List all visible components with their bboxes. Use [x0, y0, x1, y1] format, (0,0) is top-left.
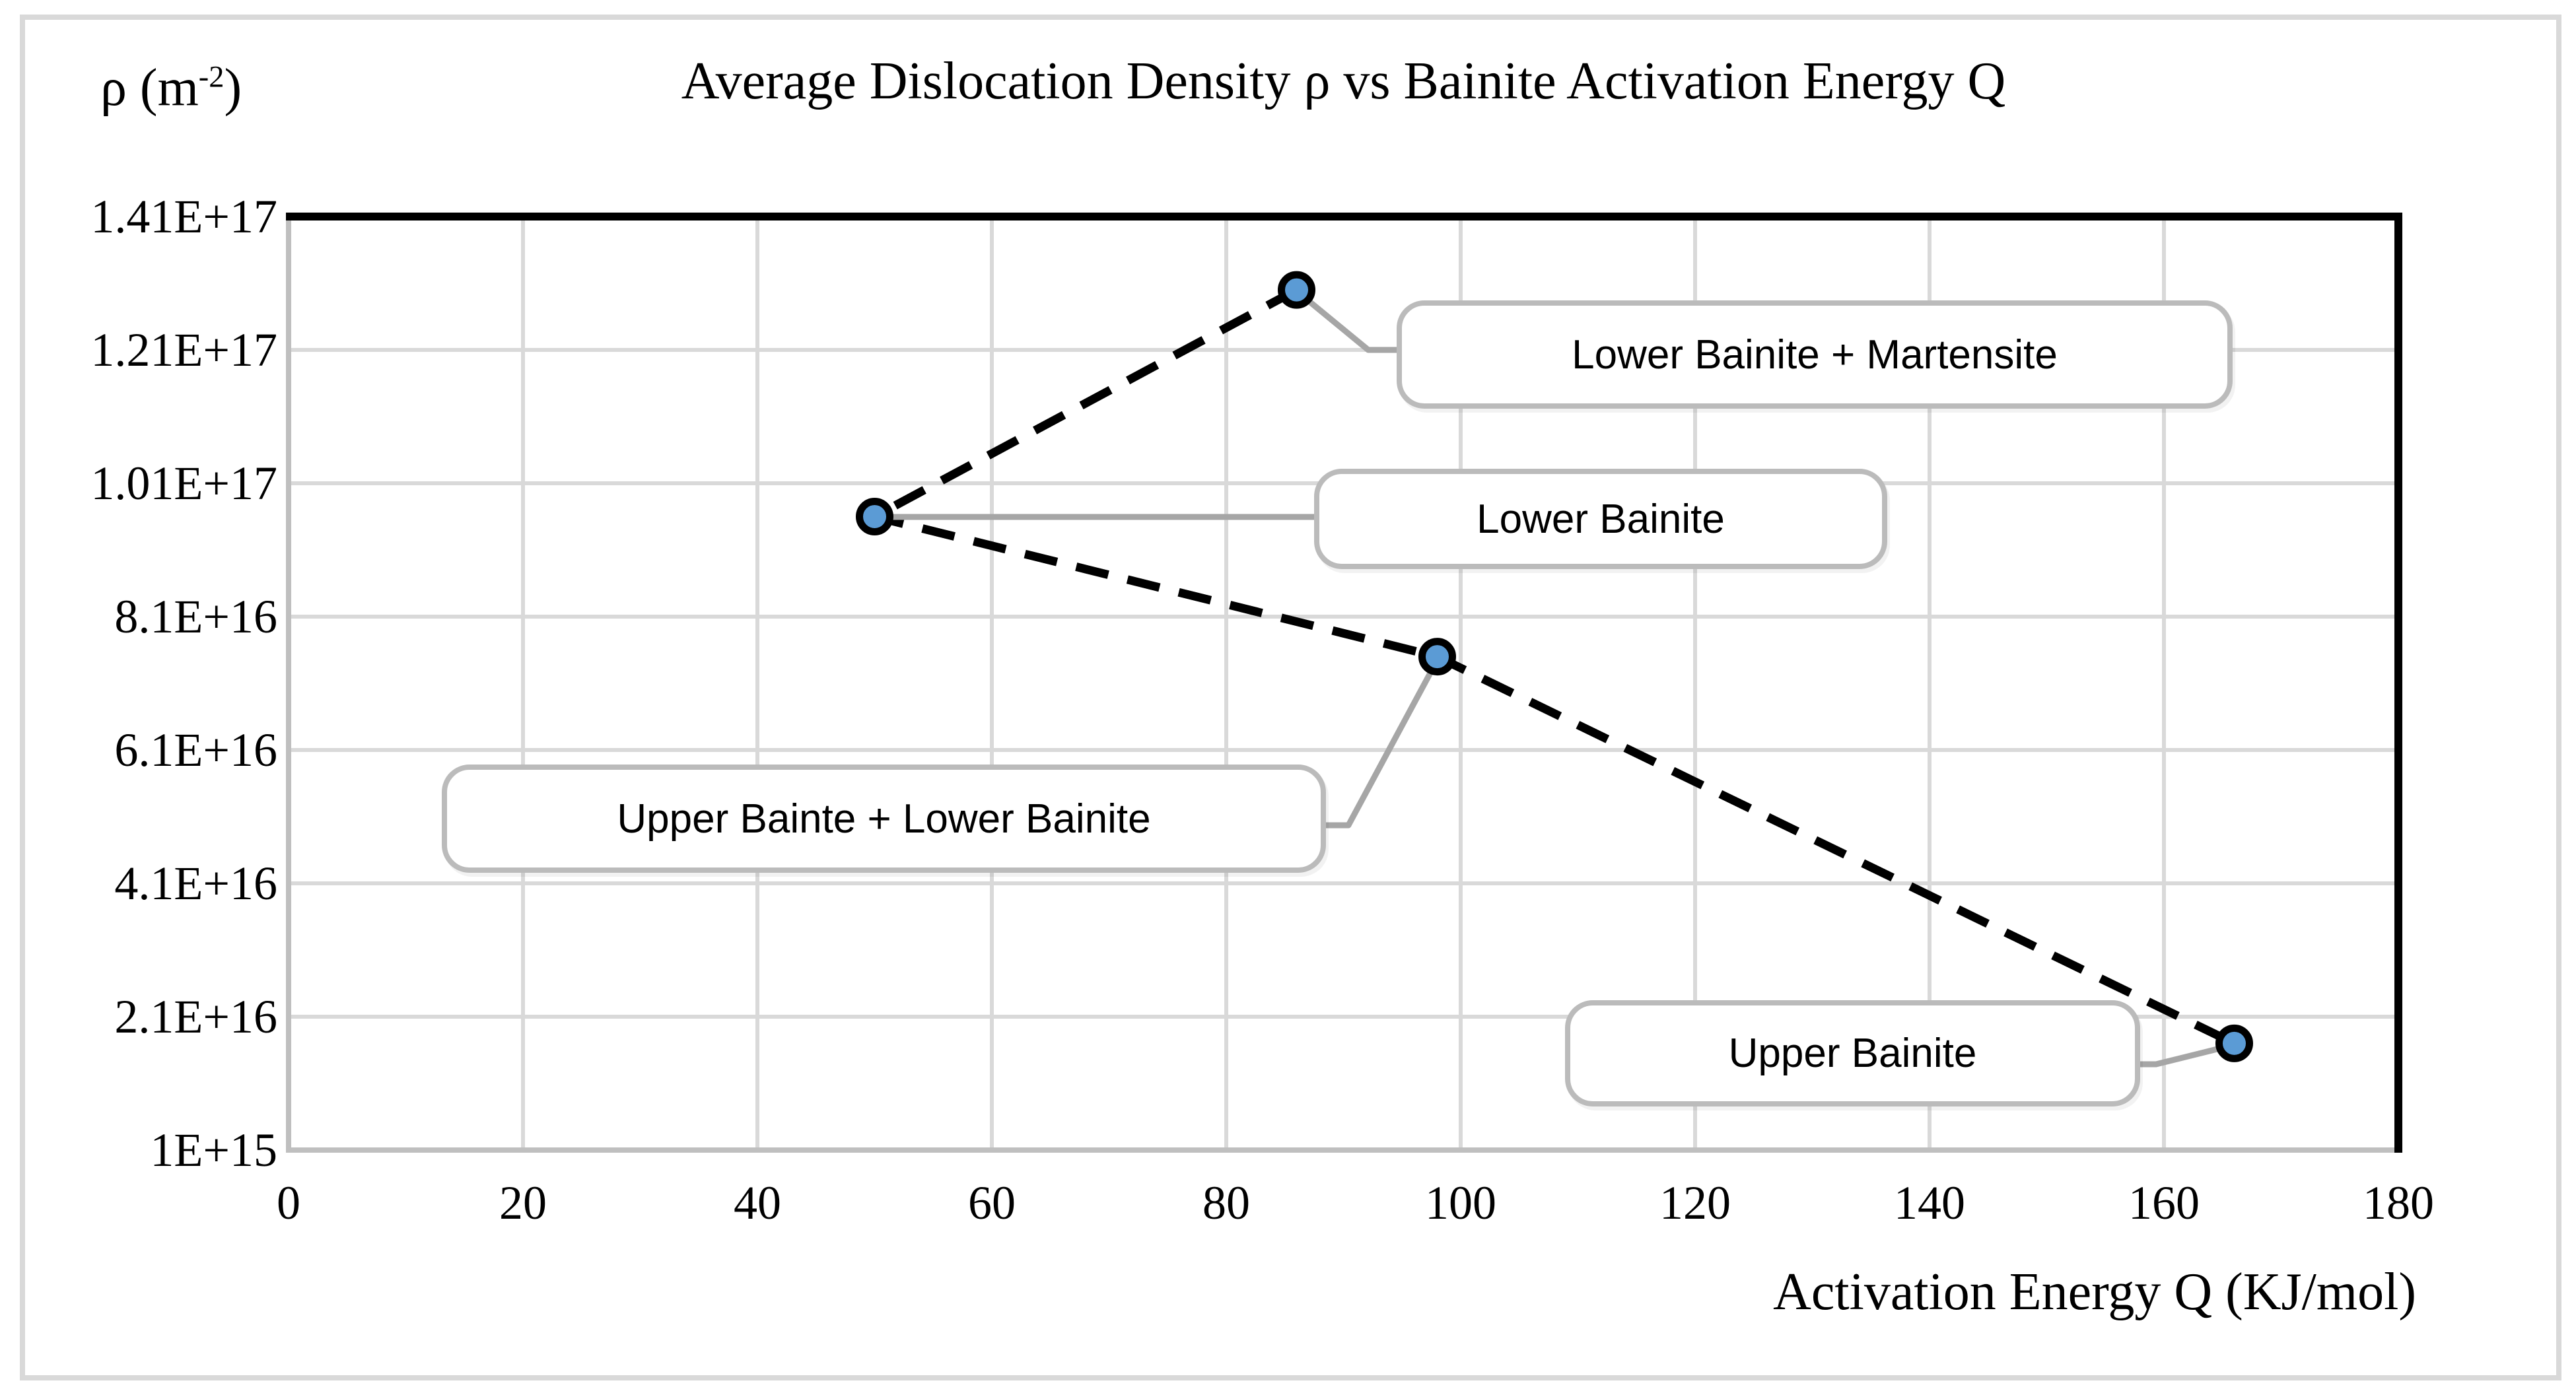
callout-label: Upper Bainte + Lower Bainite	[617, 796, 1151, 842]
x-tick-label: 80	[1202, 1176, 1250, 1229]
x-tick-label: 180	[2363, 1176, 2434, 1229]
x-axis-title: Activation Energy Q (KJ/mol)	[1773, 1263, 2416, 1321]
x-tick-label: 140	[1894, 1176, 1965, 1229]
callout-upper-bainte-lower-bainite: Upper Bainte + Lower Bainite	[442, 765, 1326, 873]
x-tick-label: 60	[968, 1176, 1016, 1229]
callout-label: Upper Bainite	[1728, 1031, 1977, 1076]
data-point-upper-bainte-lower-bainite	[1418, 638, 1456, 676]
y-tick-label: 8.1E+16	[114, 590, 277, 643]
y-tick-label: 1.41E+17	[90, 190, 277, 243]
y-axis-title-superscript: -2	[198, 60, 225, 94]
callout-leader-line	[1315, 656, 1441, 829]
callout-label: Lower Bainite + Martensite	[1572, 331, 2058, 378]
chart-title: Average Dislocation Density ρ vs Bainite…	[681, 52, 2006, 110]
series-line	[870, 286, 2237, 1048]
callout-leader-line	[1296, 289, 1397, 353]
y-tick-label: 1.21E+17	[90, 323, 277, 376]
callout-upper-bainite: Upper Bainite	[1565, 1000, 2140, 1106]
y-axis-title-text: ρ (m	[100, 59, 199, 117]
callout-lower-bainite-martensite: Lower Bainite + Martensite	[1397, 300, 2233, 409]
data-point-lower-bainite	[856, 498, 893, 535]
x-tick-label: 160	[2128, 1176, 2200, 1229]
y-tick-label: 2.1E+16	[114, 990, 277, 1043]
y-tick-label: 4.1E+16	[114, 857, 277, 910]
x-tick-label: 120	[1659, 1176, 1731, 1229]
x-tick-label: 0	[277, 1176, 300, 1229]
callout-label: Lower Bainite	[1477, 496, 1725, 542]
y-tick-label: 1E+15	[150, 1124, 277, 1176]
y-axis-title-close: )	[224, 59, 242, 117]
callout-lower-bainite: Lower Bainite	[1314, 469, 1887, 569]
x-tick-label: 20	[499, 1176, 547, 1229]
x-tick-label: 100	[1425, 1176, 1496, 1229]
y-tick-label: 1.01E+17	[90, 457, 277, 510]
data-point-lower-bainite-martensite	[1278, 271, 1315, 309]
data-point-upper-bainite	[2215, 1024, 2253, 1062]
y-tick-label: 6.1E+16	[114, 724, 277, 776]
y-axis-title: ρ (m-2)	[100, 58, 242, 118]
x-tick-label: 40	[734, 1176, 781, 1229]
